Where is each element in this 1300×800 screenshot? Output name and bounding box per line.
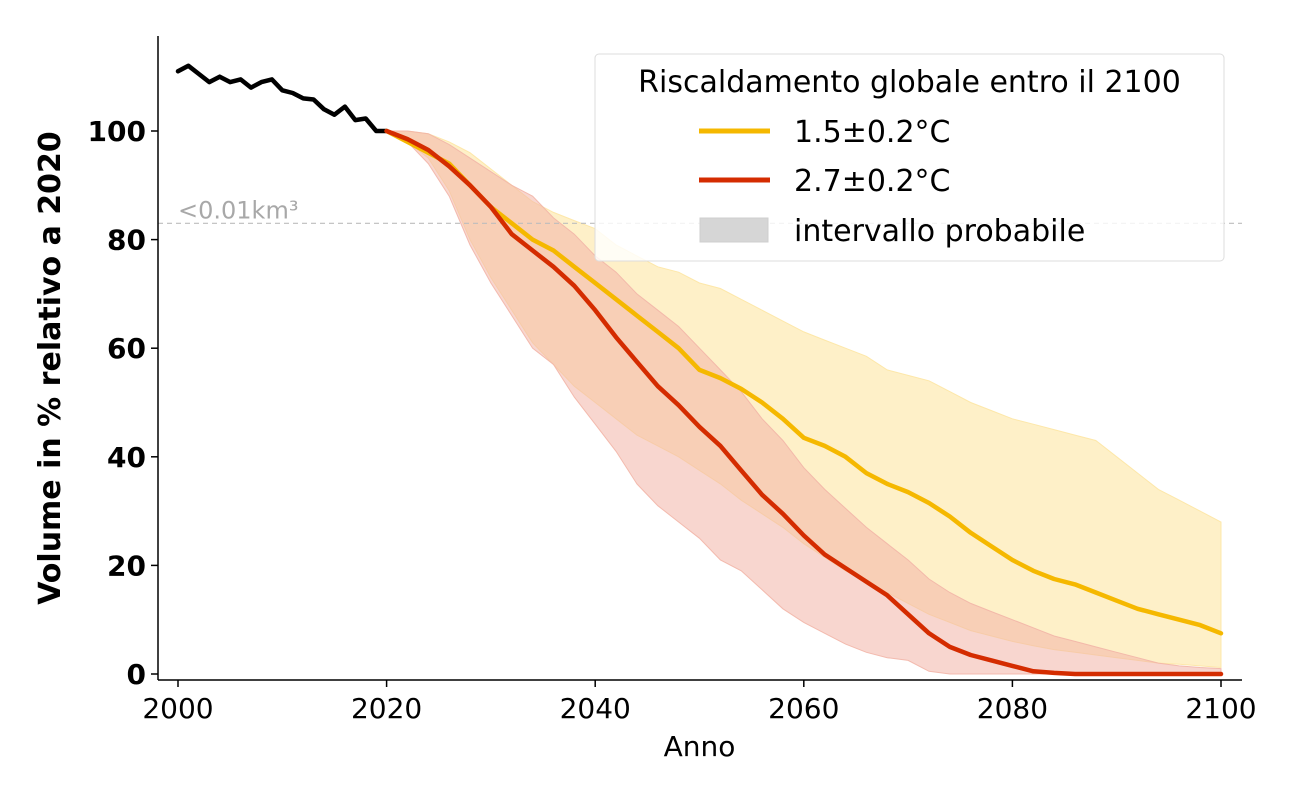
y-tick-label: 20 xyxy=(107,549,146,582)
legend: Riscaldamento globale entro il 2100 1.5±… xyxy=(594,53,1225,262)
legend-label-2-7: 2.7±0.2°C xyxy=(794,164,951,199)
series-lines xyxy=(175,63,1224,677)
y-tick-label: 40 xyxy=(107,441,146,474)
axes xyxy=(157,36,1242,681)
historical-line xyxy=(175,63,389,134)
y-tick-label: 80 xyxy=(107,224,146,257)
x-axis-label: Anno xyxy=(664,730,736,763)
x-tick-label: 2060 xyxy=(768,692,839,725)
band-2-7 xyxy=(386,130,1222,675)
x-tick-label: 2100 xyxy=(1185,692,1256,725)
x-tick-label: 2080 xyxy=(977,692,1048,725)
legend-title: Riscaldamento globale entro il 2100 xyxy=(638,65,1181,100)
legend-label-1-5: 1.5±0.2°C xyxy=(794,115,951,150)
y-tick-label: 100 xyxy=(88,115,146,148)
y-axis-label: Volume in % relativo a 2020 xyxy=(33,131,68,605)
x-tick-label: 2040 xyxy=(560,692,631,725)
y-tick-label: 0 xyxy=(127,658,146,691)
likely-range-bands xyxy=(386,130,1222,675)
y-ticks: 0 20 40 60 80 100 xyxy=(88,115,158,691)
series-line-2-7 xyxy=(384,128,1224,677)
x-ticks: 2000 2020 2040 2060 2080 2100 xyxy=(142,680,1257,725)
legend-label-band: intervallo probabile xyxy=(794,214,1085,249)
legend-swatch-band xyxy=(699,217,769,243)
y-tick-label: 60 xyxy=(107,332,146,365)
x-tick-label: 2000 xyxy=(142,692,213,725)
threshold-label: <0.01km³ xyxy=(178,196,298,224)
legend-box xyxy=(594,53,1225,262)
x-tick-label: 2020 xyxy=(351,692,422,725)
series-line-1-5 xyxy=(384,128,1224,636)
